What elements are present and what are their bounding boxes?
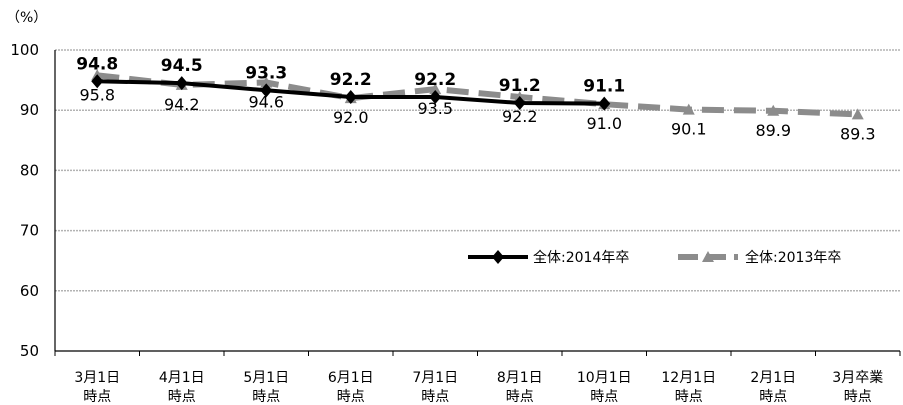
- y-axis-unit-label: （%）: [6, 10, 47, 26]
- y-tick-label: 90: [20, 101, 39, 119]
- x-tick-label: 時点: [252, 389, 280, 405]
- series-marker-2014: [91, 74, 104, 89]
- data-label-2014: 94.8: [76, 54, 118, 74]
- data-label-2013: 89.3: [840, 124, 876, 143]
- data-label-2014: 94.5: [161, 56, 203, 76]
- legend: 全体:2014年卒 全体:2013年卒: [468, 249, 841, 266]
- x-tick-label: 5月1日: [243, 370, 289, 386]
- y-tick-label: 60: [20, 282, 39, 300]
- y-tick-label: 100: [10, 41, 39, 59]
- x-tick-label: 8月1日: [497, 370, 543, 386]
- x-tick-label: 時点: [83, 389, 111, 405]
- data-label-2013: 91.0: [586, 114, 622, 133]
- data-label-2013: 93.5: [417, 99, 453, 118]
- x-tick-label: 時点: [590, 389, 618, 405]
- y-tick-label: 50: [20, 342, 39, 360]
- y-tick-label: 70: [20, 222, 39, 240]
- x-tick-label: 時点: [759, 389, 787, 405]
- series-marker-2014: [344, 89, 357, 104]
- y-tick-labels: 50 60 70 80 90 100: [10, 41, 39, 360]
- x-tick-label: 3月1日: [74, 370, 120, 386]
- data-label-2014: 92.2: [330, 70, 372, 90]
- legend-label-2013: 全体:2013年卒: [745, 249, 841, 266]
- x-tick-label: 4月1日: [159, 370, 205, 386]
- x-tick-label: 12月1日: [661, 370, 716, 386]
- data-label-2013: 92.0: [333, 108, 369, 127]
- data-label-2014: 93.3: [245, 63, 287, 83]
- x-tick-label: 6月1日: [328, 370, 374, 386]
- data-label-2013: 95.8: [79, 85, 115, 104]
- series-line-2013: [96, 72, 858, 118]
- data-label-2013: 90.1: [671, 120, 707, 139]
- data-label-2013: 94.6: [248, 93, 284, 112]
- series-marker-2013: [767, 104, 780, 116]
- series-marker-2013: [851, 108, 864, 120]
- legend-label-2014: 全体:2014年卒: [533, 249, 629, 266]
- series-marker-2014: [260, 83, 273, 98]
- series-marker-2014: [598, 96, 611, 111]
- x-tick-label: 3月卒業: [832, 370, 883, 386]
- data-labels: 94.8 94.5 93.3 92.2 92.2 91.2 91.1 95.8 94.2 94.6…: [76, 54, 875, 143]
- data-label-2014: 92.2: [414, 70, 456, 90]
- x-tick-label: 時点: [844, 389, 872, 405]
- data-label-2013: 94.2: [164, 95, 200, 114]
- x-tick-label: 時点: [506, 389, 534, 405]
- x-tick-label: 時点: [337, 389, 365, 405]
- series-marker-2014: [175, 76, 188, 91]
- x-tick-label: 時点: [675, 389, 703, 405]
- data-label-2014: 91.1: [583, 77, 625, 97]
- series-marker-2013: [429, 83, 442, 95]
- series-group: [91, 69, 864, 120]
- legend-marker-2014: [492, 250, 504, 264]
- x-tick-label: 時点: [421, 389, 449, 405]
- x-tick-label: 10月1日: [577, 370, 632, 386]
- series-marker-2013: [260, 76, 273, 88]
- series-marker-2014: [513, 95, 526, 110]
- data-label-2014: 91.2: [499, 76, 541, 96]
- x-tick-label: 7月1日: [412, 370, 458, 386]
- legend-marker-2013: [702, 251, 714, 262]
- axes: [54, 50, 901, 356]
- data-label-2013: 92.2: [502, 107, 538, 126]
- x-tick-label: 2月1日: [750, 370, 796, 386]
- y-tick-label: 80: [20, 161, 39, 179]
- series-marker-2014: [429, 89, 442, 104]
- data-label-2013: 89.9: [755, 121, 791, 140]
- x-tick-label: 時点: [168, 389, 196, 405]
- series-marker-2013: [682, 103, 695, 115]
